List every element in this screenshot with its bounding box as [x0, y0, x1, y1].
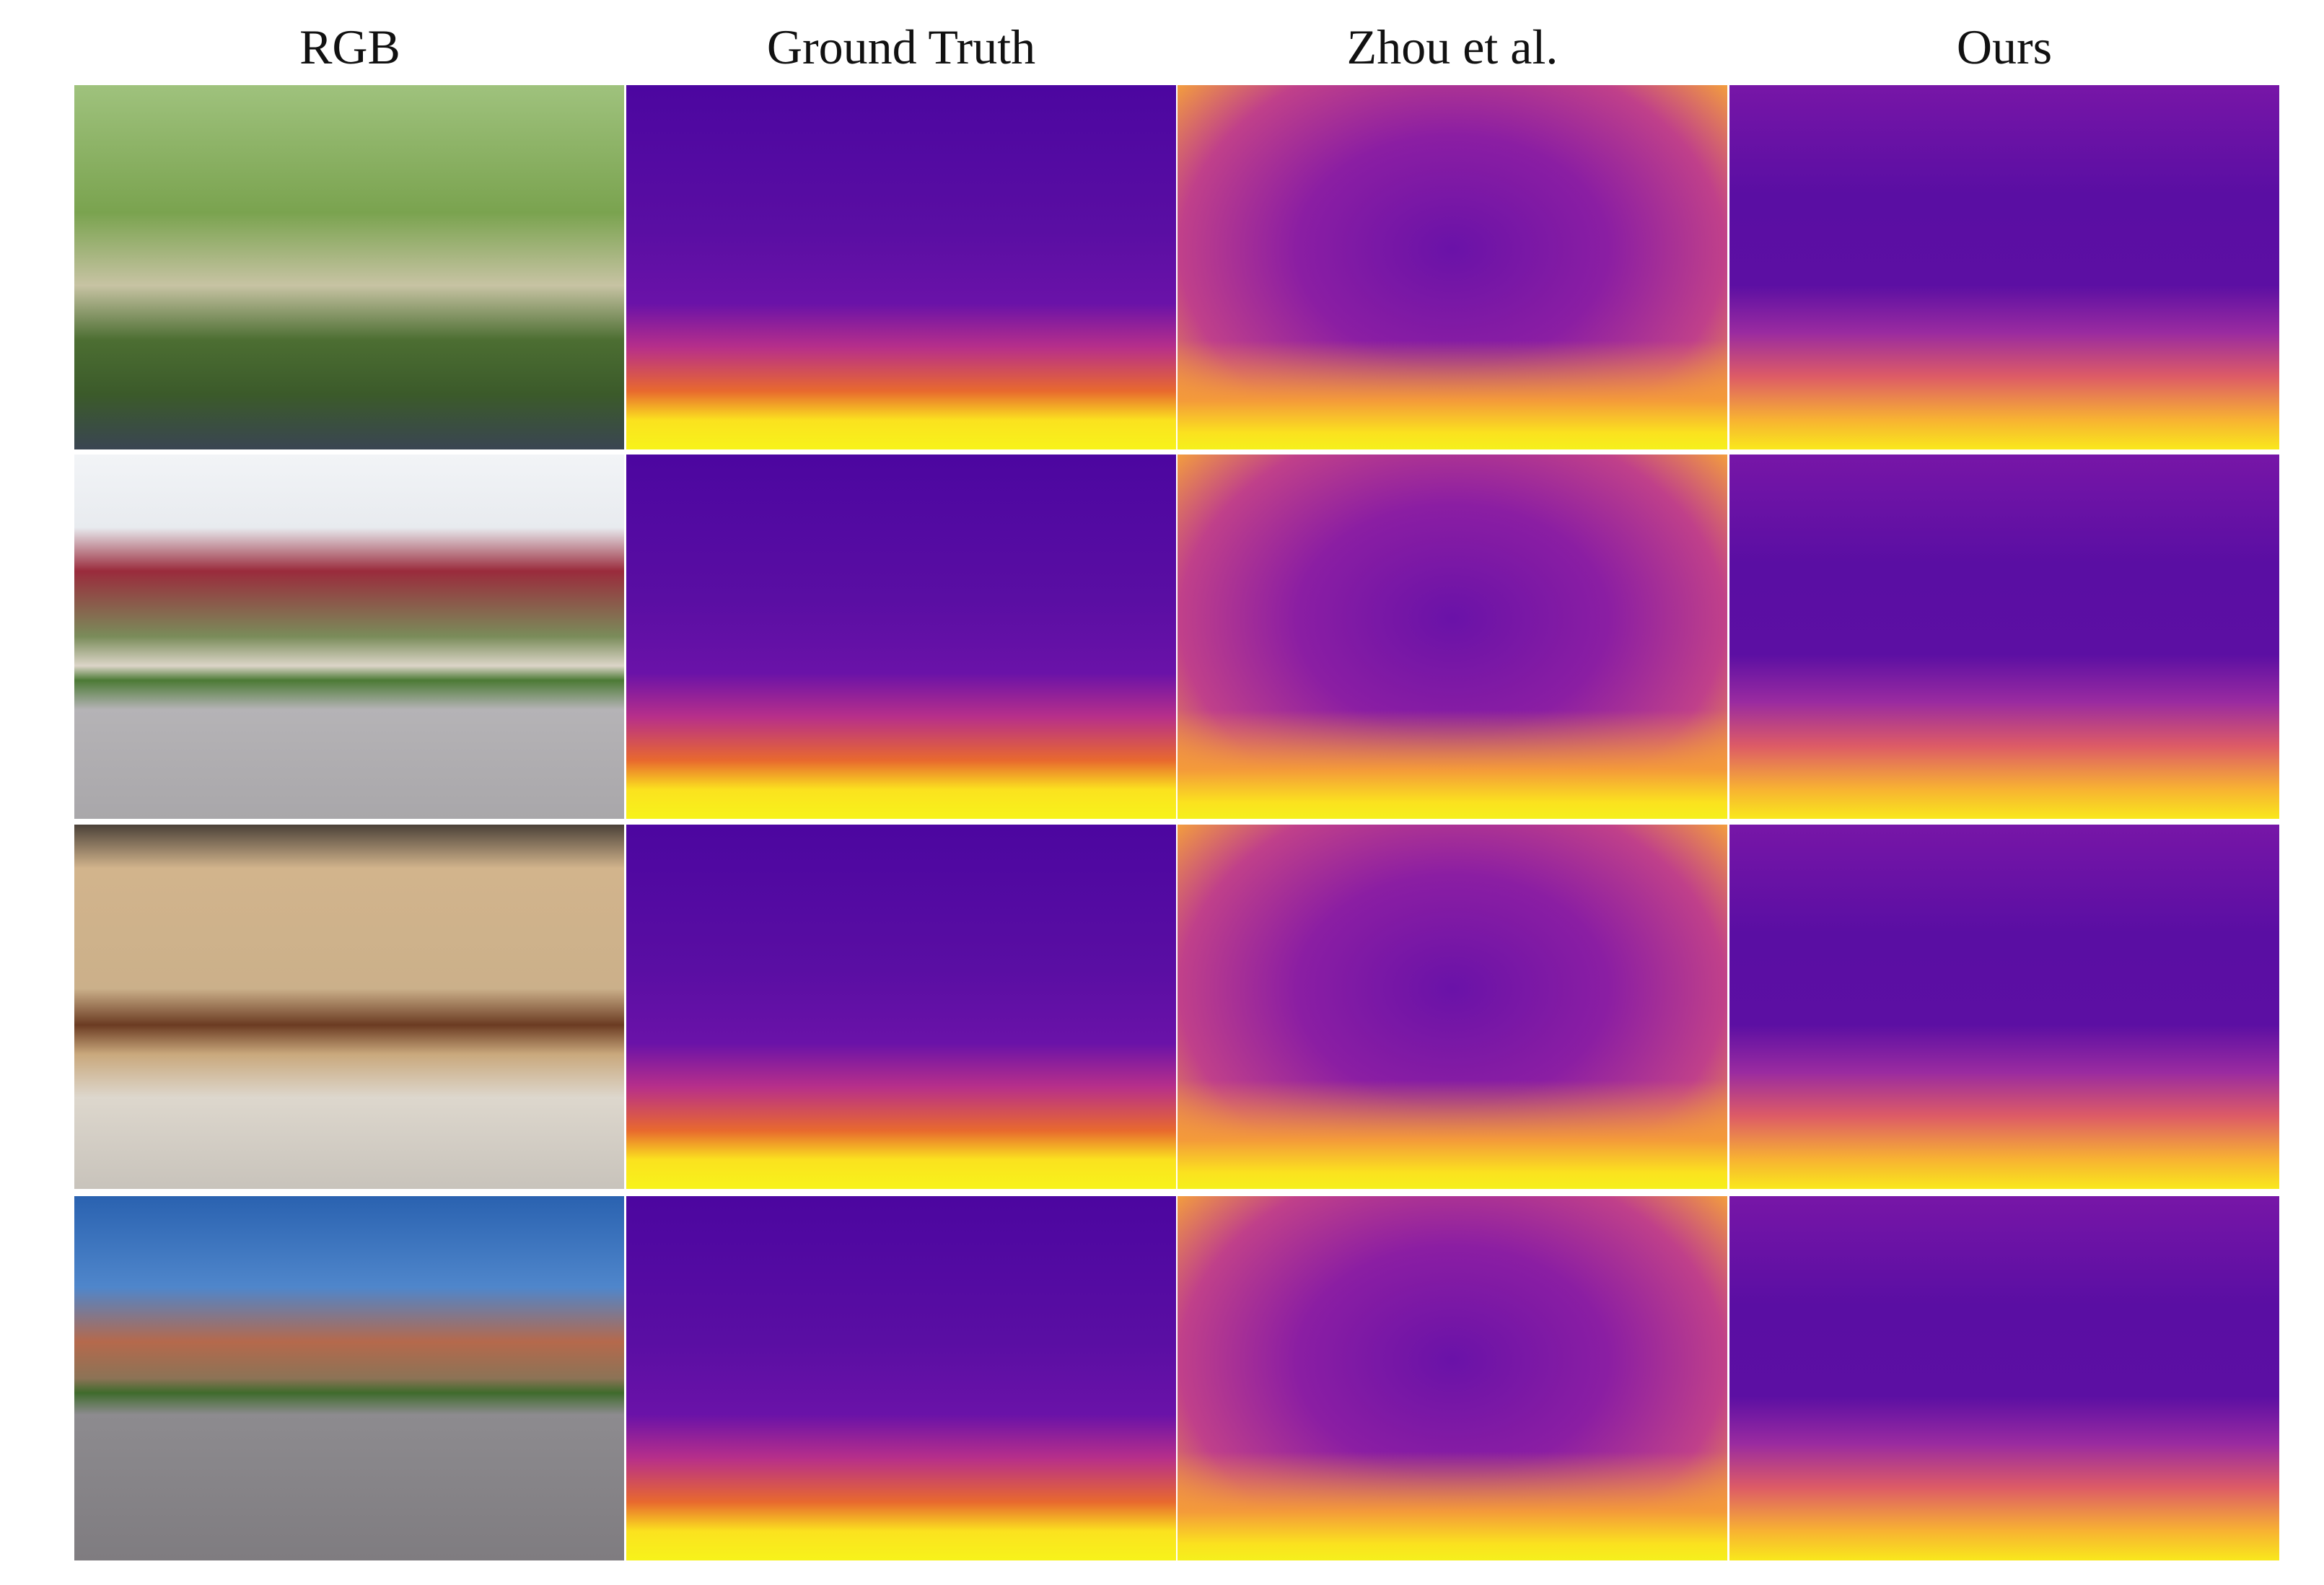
column-header: Ours — [1956, 19, 2053, 74]
depth-map — [1178, 825, 1727, 1189]
depth-map — [1178, 455, 1727, 819]
column-header: Ground Truth — [766, 19, 1036, 74]
column-header: RGB — [299, 19, 400, 74]
depth-map — [626, 455, 1176, 819]
column-header: Zhou et al. — [1346, 19, 1558, 74]
depth-map — [1729, 825, 2279, 1189]
depth-map — [626, 825, 1176, 1189]
depth-map — [1729, 85, 2279, 449]
depth-map — [626, 1196, 1176, 1560]
rgb-image — [74, 1196, 624, 1560]
depth-map — [1178, 1196, 1727, 1560]
rgb-image — [74, 85, 624, 449]
depth-map — [626, 85, 1176, 449]
depth-map — [1178, 85, 1727, 449]
depth-map — [1729, 1196, 2279, 1560]
rgb-image — [74, 455, 624, 819]
depth-map — [1729, 455, 2279, 819]
rgb-image — [74, 825, 624, 1189]
